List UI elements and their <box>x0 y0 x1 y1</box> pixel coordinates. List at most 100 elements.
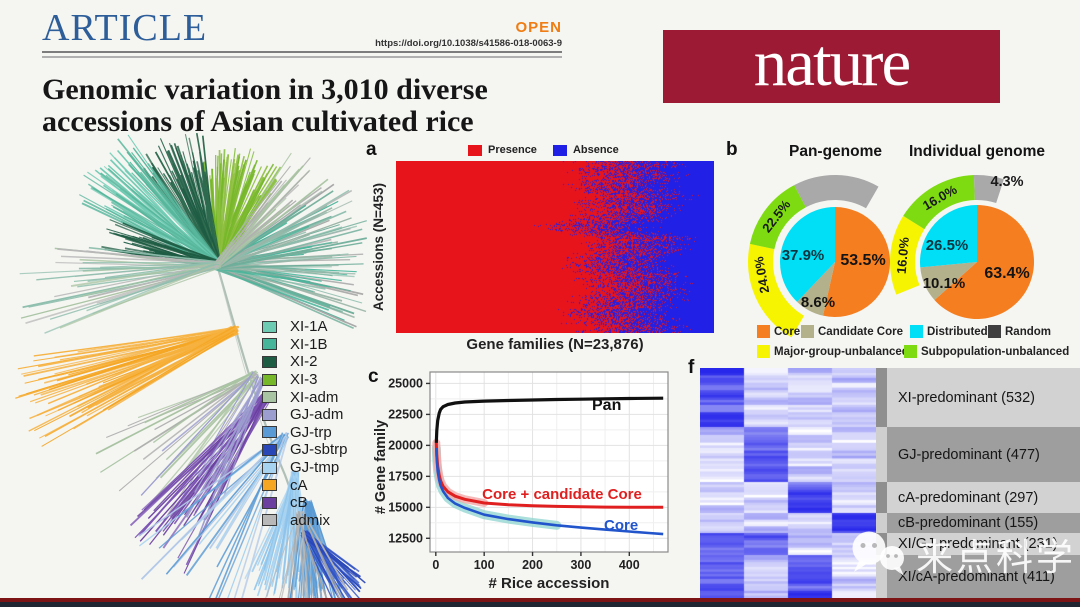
tree-branch <box>219 151 255 264</box>
y-tick-label: 22500 <box>388 407 423 421</box>
tree-legend-label: GJ-adm <box>290 406 344 424</box>
tree-branch <box>222 381 263 499</box>
panel-b-letter: b <box>726 139 738 160</box>
tree-branch <box>165 433 286 575</box>
tree-branch <box>218 178 329 267</box>
tree-legend-item: GJ-sbtrp <box>262 441 348 459</box>
tree-legend-item: GJ-adm <box>262 406 348 424</box>
slice-label: 37.9% <box>782 247 825 264</box>
tree-branch <box>217 152 292 264</box>
tree-branch <box>302 515 347 607</box>
tree-branch <box>95 372 254 455</box>
tree-branch <box>215 265 357 328</box>
tree-branch <box>262 514 299 605</box>
group-band: GJ-predominant (477) <box>887 427 1080 482</box>
tree-legend: XI-1A XI-1B XI-2 XI-3 XI-adm GJ-adm GJ-trp GJ-s… <box>262 318 348 529</box>
ring-arc-major-group-unbalanced <box>890 215 925 295</box>
header-rule <box>42 51 562 58</box>
tree-branch <box>44 262 215 334</box>
slice-label: 53.5% <box>840 252 885 269</box>
b-legend-label: Candidate Core <box>818 325 903 338</box>
tree-branch <box>140 431 288 580</box>
tree-legend-item: XI-1B <box>262 336 348 354</box>
tree-branch <box>151 236 221 263</box>
b-legend-swatch <box>904 345 917 358</box>
tree-branch <box>219 204 288 266</box>
tree-branch <box>60 255 220 264</box>
tree-branch <box>154 375 253 431</box>
b-legend-label: Random <box>1005 325 1051 338</box>
watermark-text: 来点科学 <box>916 537 1076 578</box>
tree-branch <box>118 376 254 492</box>
tree-branch <box>99 325 239 355</box>
panel-c-letter: c <box>368 366 379 387</box>
subpopulation-expression-heatmap <box>700 368 876 598</box>
tree-branch <box>203 378 263 530</box>
tree-branch <box>36 327 234 417</box>
b-legend-label: Core <box>774 325 801 338</box>
tree-branch <box>214 165 291 264</box>
tree-legend-item: XI-2 <box>262 353 348 371</box>
tree-branch <box>54 262 221 298</box>
tree-legend-item: cA <box>262 476 348 494</box>
tree-branch <box>219 268 356 275</box>
pie-slice-candidate-core <box>797 262 835 316</box>
b-legend-swatch <box>988 325 1001 338</box>
group-band: XI/GJ-predominant (231) <box>887 533 1080 555</box>
tree-branch <box>124 169 221 262</box>
tree-branch <box>216 436 290 568</box>
tree-branch <box>162 173 222 264</box>
b-legend-label: Distributed <box>927 325 988 338</box>
tree-branch <box>41 333 235 447</box>
tree-legend-item: cB <box>262 494 348 512</box>
tree-legend-swatch <box>262 391 277 404</box>
tree-legend-item: GJ-tmp <box>262 459 348 477</box>
tree-branch <box>198 376 259 536</box>
group-band-label: GJ-predominant (477) <box>898 446 1040 463</box>
tree-branch <box>144 370 257 424</box>
pan-genome-donut-chart: 24.0%22.5%53.5%8.6%37.9% <box>748 175 891 338</box>
tree-branch <box>217 202 269 269</box>
ring-arc-subpopulation-unbalanced <box>749 185 806 250</box>
tree-legend-label: admix <box>290 511 331 529</box>
pie-slice-candidate-core <box>920 262 977 300</box>
tree-legend-label: XI-1A <box>290 318 328 336</box>
absence-label: Absence <box>572 144 619 156</box>
tree-branch <box>59 265 214 329</box>
pie-slice-core <box>823 207 891 317</box>
b-legend-label: Major-group-unbalanced <box>774 345 909 358</box>
core-series-label: Core <box>604 517 638 534</box>
pan-curve <box>434 396 664 443</box>
tree-branch <box>303 532 349 569</box>
ring-arc-major-group-unbalanced <box>748 243 804 338</box>
group-band-label: cA-predominant (297) <box>898 489 1039 506</box>
ring-arc-random <box>794 175 879 209</box>
b-legend-label: Subpopulation-unbalanced <box>921 345 1070 358</box>
tree-branch <box>274 472 295 591</box>
tree-branch <box>70 261 221 287</box>
tree-branch <box>215 267 305 271</box>
group-strip-segment <box>876 482 887 513</box>
x-tick-label: 100 <box>474 558 495 572</box>
x-axis-title: # Rice accession <box>489 575 610 592</box>
tree-branch <box>36 261 221 281</box>
tree-branch <box>21 327 237 375</box>
tree-branch <box>121 234 219 262</box>
plot-frame <box>429 371 669 553</box>
ring-arc-subpopulation-unbalanced <box>903 175 975 230</box>
paper-title: Genomic variation in 3,010 diverse acces… <box>42 73 488 138</box>
watermark: 来点科学 <box>850 527 1076 581</box>
tree-branch <box>204 171 222 266</box>
panel-a-xlabel: Gene families (N=23,876) <box>466 336 644 353</box>
tree-branch <box>219 228 363 268</box>
x-tick-label: 0 <box>432 558 439 572</box>
tree-branch <box>213 256 333 270</box>
tree-legend-swatch <box>262 443 277 456</box>
individual-genome-donut-chart: 16.0%16.0% 4.3%63.4%10.1%26.5% <box>890 174 1034 319</box>
tree-legend-label: XI-1B <box>290 335 328 353</box>
y-tick-label: 17500 <box>388 469 423 483</box>
tree-legend-swatch <box>262 426 277 439</box>
tree-legend-item: XI-3 <box>262 371 348 389</box>
group-strip-segment <box>876 368 887 427</box>
